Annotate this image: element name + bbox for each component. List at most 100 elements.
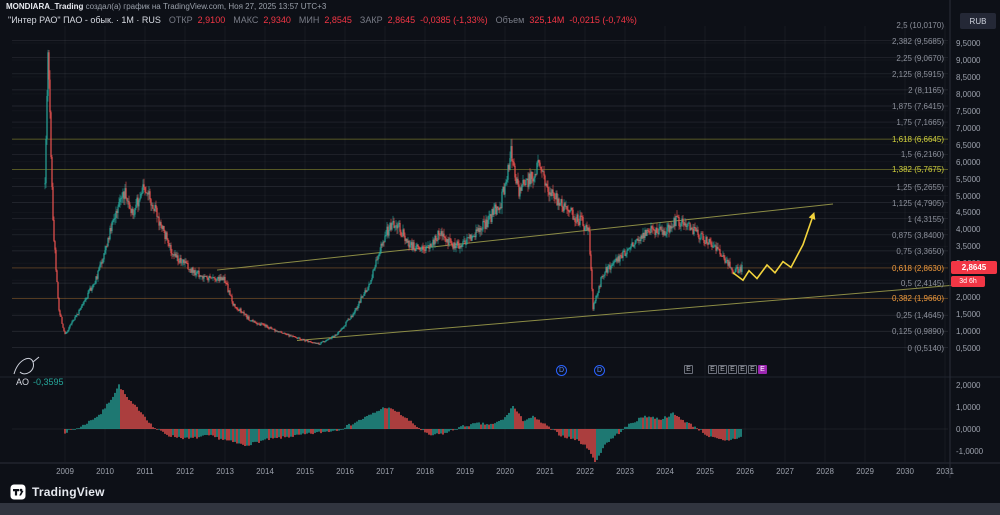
fib-level-label[interactable]: 0,382 (1,9660) <box>891 294 944 304</box>
time-axis-label: 2013 <box>216 467 234 476</box>
earnings-marker[interactable]: E <box>684 365 693 374</box>
time-axis-label: 2011 <box>136 467 154 476</box>
low-value: 2,8545 <box>324 15 352 25</box>
tradingview-logo-icon[interactable] <box>10 484 26 500</box>
time-axis-label: 2023 <box>616 467 634 476</box>
volume-value: 325,14М <box>529 15 565 25</box>
price-axis-tick: 7,0000 <box>956 123 981 133</box>
price-axis-tick: 8,5000 <box>956 72 981 82</box>
price-axis-tick: 9,0000 <box>956 55 981 65</box>
time-axis-label: 2030 <box>896 467 914 476</box>
symbol-title[interactable]: "Интер РАО" ПАО - обык. · 1М · RUS <box>8 15 161 25</box>
time-axis-label: 2018 <box>416 467 434 476</box>
bottom-toolbar <box>0 503 1000 515</box>
close-label: ЗАКР <box>359 15 383 25</box>
currency-button[interactable]: RUB <box>960 13 996 29</box>
price-axis-tick: 6,0000 <box>956 157 981 167</box>
change-value: -0,0385 (-1,33%) <box>420 15 488 25</box>
ao-axis-tick: 1,0000 <box>956 403 981 412</box>
time-axis-label: 2021 <box>536 467 554 476</box>
price-chart-canvas[interactable] <box>0 0 1000 480</box>
time-axis-label: 2020 <box>496 467 514 476</box>
fib-level-label[interactable]: 2 (8,1165) <box>908 85 944 95</box>
high-label: МАКС <box>233 15 259 25</box>
earnings-marker[interactable]: E <box>728 365 737 374</box>
fib-level-label[interactable]: 2,382 (9,5685) <box>891 36 944 46</box>
price-axis-tick: 5,5000 <box>956 174 981 184</box>
fib-level-label[interactable]: 1,382 (5,7675) <box>891 165 944 175</box>
price-axis-tick: 6,5000 <box>956 140 981 150</box>
fib-level-label[interactable]: 2,5 (10,0170) <box>896 21 944 31</box>
earnings-marker[interactable]: E <box>708 365 717 374</box>
dividend-marker[interactable]: D <box>556 365 567 376</box>
fib-level-label[interactable]: 1,618 (6,6645) <box>891 135 944 145</box>
ao-axis-tick: 2,0000 <box>956 381 981 390</box>
attribution-username: MONDIARA_Trading <box>6 2 84 11</box>
time-axis-label: 2028 <box>816 467 834 476</box>
footer-bar: TradingView <box>10 482 105 502</box>
price-axis-tick: 7,5000 <box>956 106 981 116</box>
price-axis-tick: 4,5000 <box>956 208 981 218</box>
time-axis-label: 2019 <box>456 467 474 476</box>
time-axis-label: 2010 <box>96 467 114 476</box>
volume-label: Объем <box>495 15 525 25</box>
time-axis-label: 2016 <box>336 467 354 476</box>
fib-level-label[interactable]: 1,125 (4,7905) <box>891 198 944 208</box>
price-axis-tick: 3,5000 <box>956 242 981 252</box>
brush-drawing[interactable] <box>13 356 40 375</box>
ao-axis-tick: 0,0000 <box>956 425 981 434</box>
ao-axis-tick: -1,0000 <box>956 447 984 456</box>
time-axis-label: 2015 <box>296 467 314 476</box>
high-value: 2,9340 <box>263 15 291 25</box>
fib-level-label[interactable]: 1,75 (7,1665) <box>896 118 944 128</box>
chart-legend: "Интер РАО" ПАО - обык. · 1М · RUS ОТКР 2… <box>8 15 637 25</box>
price-axis-tick: 2,0000 <box>956 293 981 303</box>
price-axis-tick: 1,5000 <box>956 310 981 320</box>
fib-level-label[interactable]: 0,875 (3,8400) <box>891 230 944 240</box>
earnings-marker[interactable]: E <box>748 365 757 374</box>
dividend-marker[interactable]: D <box>594 365 605 376</box>
fib-level-label[interactable]: 0,5 (2,4145) <box>900 279 944 289</box>
time-axis-label: 2031 <box>936 467 954 476</box>
fib-level-label[interactable]: 0,125 (0,9890) <box>891 327 944 337</box>
projected-earnings-marker[interactable]: E <box>758 365 767 374</box>
fib-level-label[interactable]: 2,125 (8,5915) <box>891 69 944 79</box>
price-axis-tick: 9,5000 <box>956 39 981 48</box>
earnings-marker[interactable]: E <box>718 365 727 374</box>
projection-zigzag[interactable] <box>732 215 814 282</box>
price-axis-tick: 4,0000 <box>956 225 981 235</box>
fib-level-label[interactable]: 1 (4,3155) <box>907 214 944 224</box>
time-axis-label: 2009 <box>56 467 74 476</box>
ao-indicator-value: -0,3595 <box>33 377 64 387</box>
time-axis-label: 2029 <box>856 467 874 476</box>
price-axis-tick: 8,0000 <box>956 89 981 99</box>
fib-level-label[interactable]: 0,25 (1,4645) <box>896 311 944 321</box>
earnings-marker[interactable]: E <box>738 365 747 374</box>
close-value: 2,8645 <box>387 15 416 25</box>
volume-change: -0,0215 (-0,74%) <box>569 15 637 25</box>
time-axis-label: 2027 <box>776 467 794 476</box>
low-label: МИН <box>298 15 320 25</box>
fib-level-label[interactable]: 0,618 (2,8630) <box>891 263 944 273</box>
fib-level-label[interactable]: 0,75 (3,3650) <box>896 246 944 256</box>
tradingview-wordmark[interactable]: TradingView <box>32 485 105 499</box>
time-axis-label: 2022 <box>576 467 594 476</box>
time-axis-label: 2014 <box>256 467 274 476</box>
time-axis-label: 2017 <box>376 467 394 476</box>
fib-level-label[interactable]: 1,875 (7,6415) <box>891 101 944 111</box>
fib-level-label[interactable]: 2,25 (9,0670) <box>896 53 944 63</box>
fib-level-label[interactable]: 1,5 (6,2160) <box>900 150 944 160</box>
ao-indicator-legend[interactable]: AO -0,3595 <box>16 377 64 387</box>
time-axis-label: 2025 <box>696 467 714 476</box>
open-value: 2,9100 <box>197 15 226 25</box>
attribution-text: создал(а) график на TradingView.com, Ноя… <box>83 2 327 11</box>
price-axis-tick: 1,0000 <box>956 327 981 337</box>
projection-arrowhead <box>808 212 816 220</box>
fib-level-label[interactable]: 0 (0,5140) <box>907 343 944 353</box>
time-axis-label: 2026 <box>736 467 754 476</box>
time-axis-label: 2024 <box>656 467 674 476</box>
open-label: ОТКР <box>168 15 193 25</box>
price-axis-tick: 0,5000 <box>956 344 981 353</box>
fib-level-label[interactable]: 1,25 (5,2655) <box>896 182 944 192</box>
